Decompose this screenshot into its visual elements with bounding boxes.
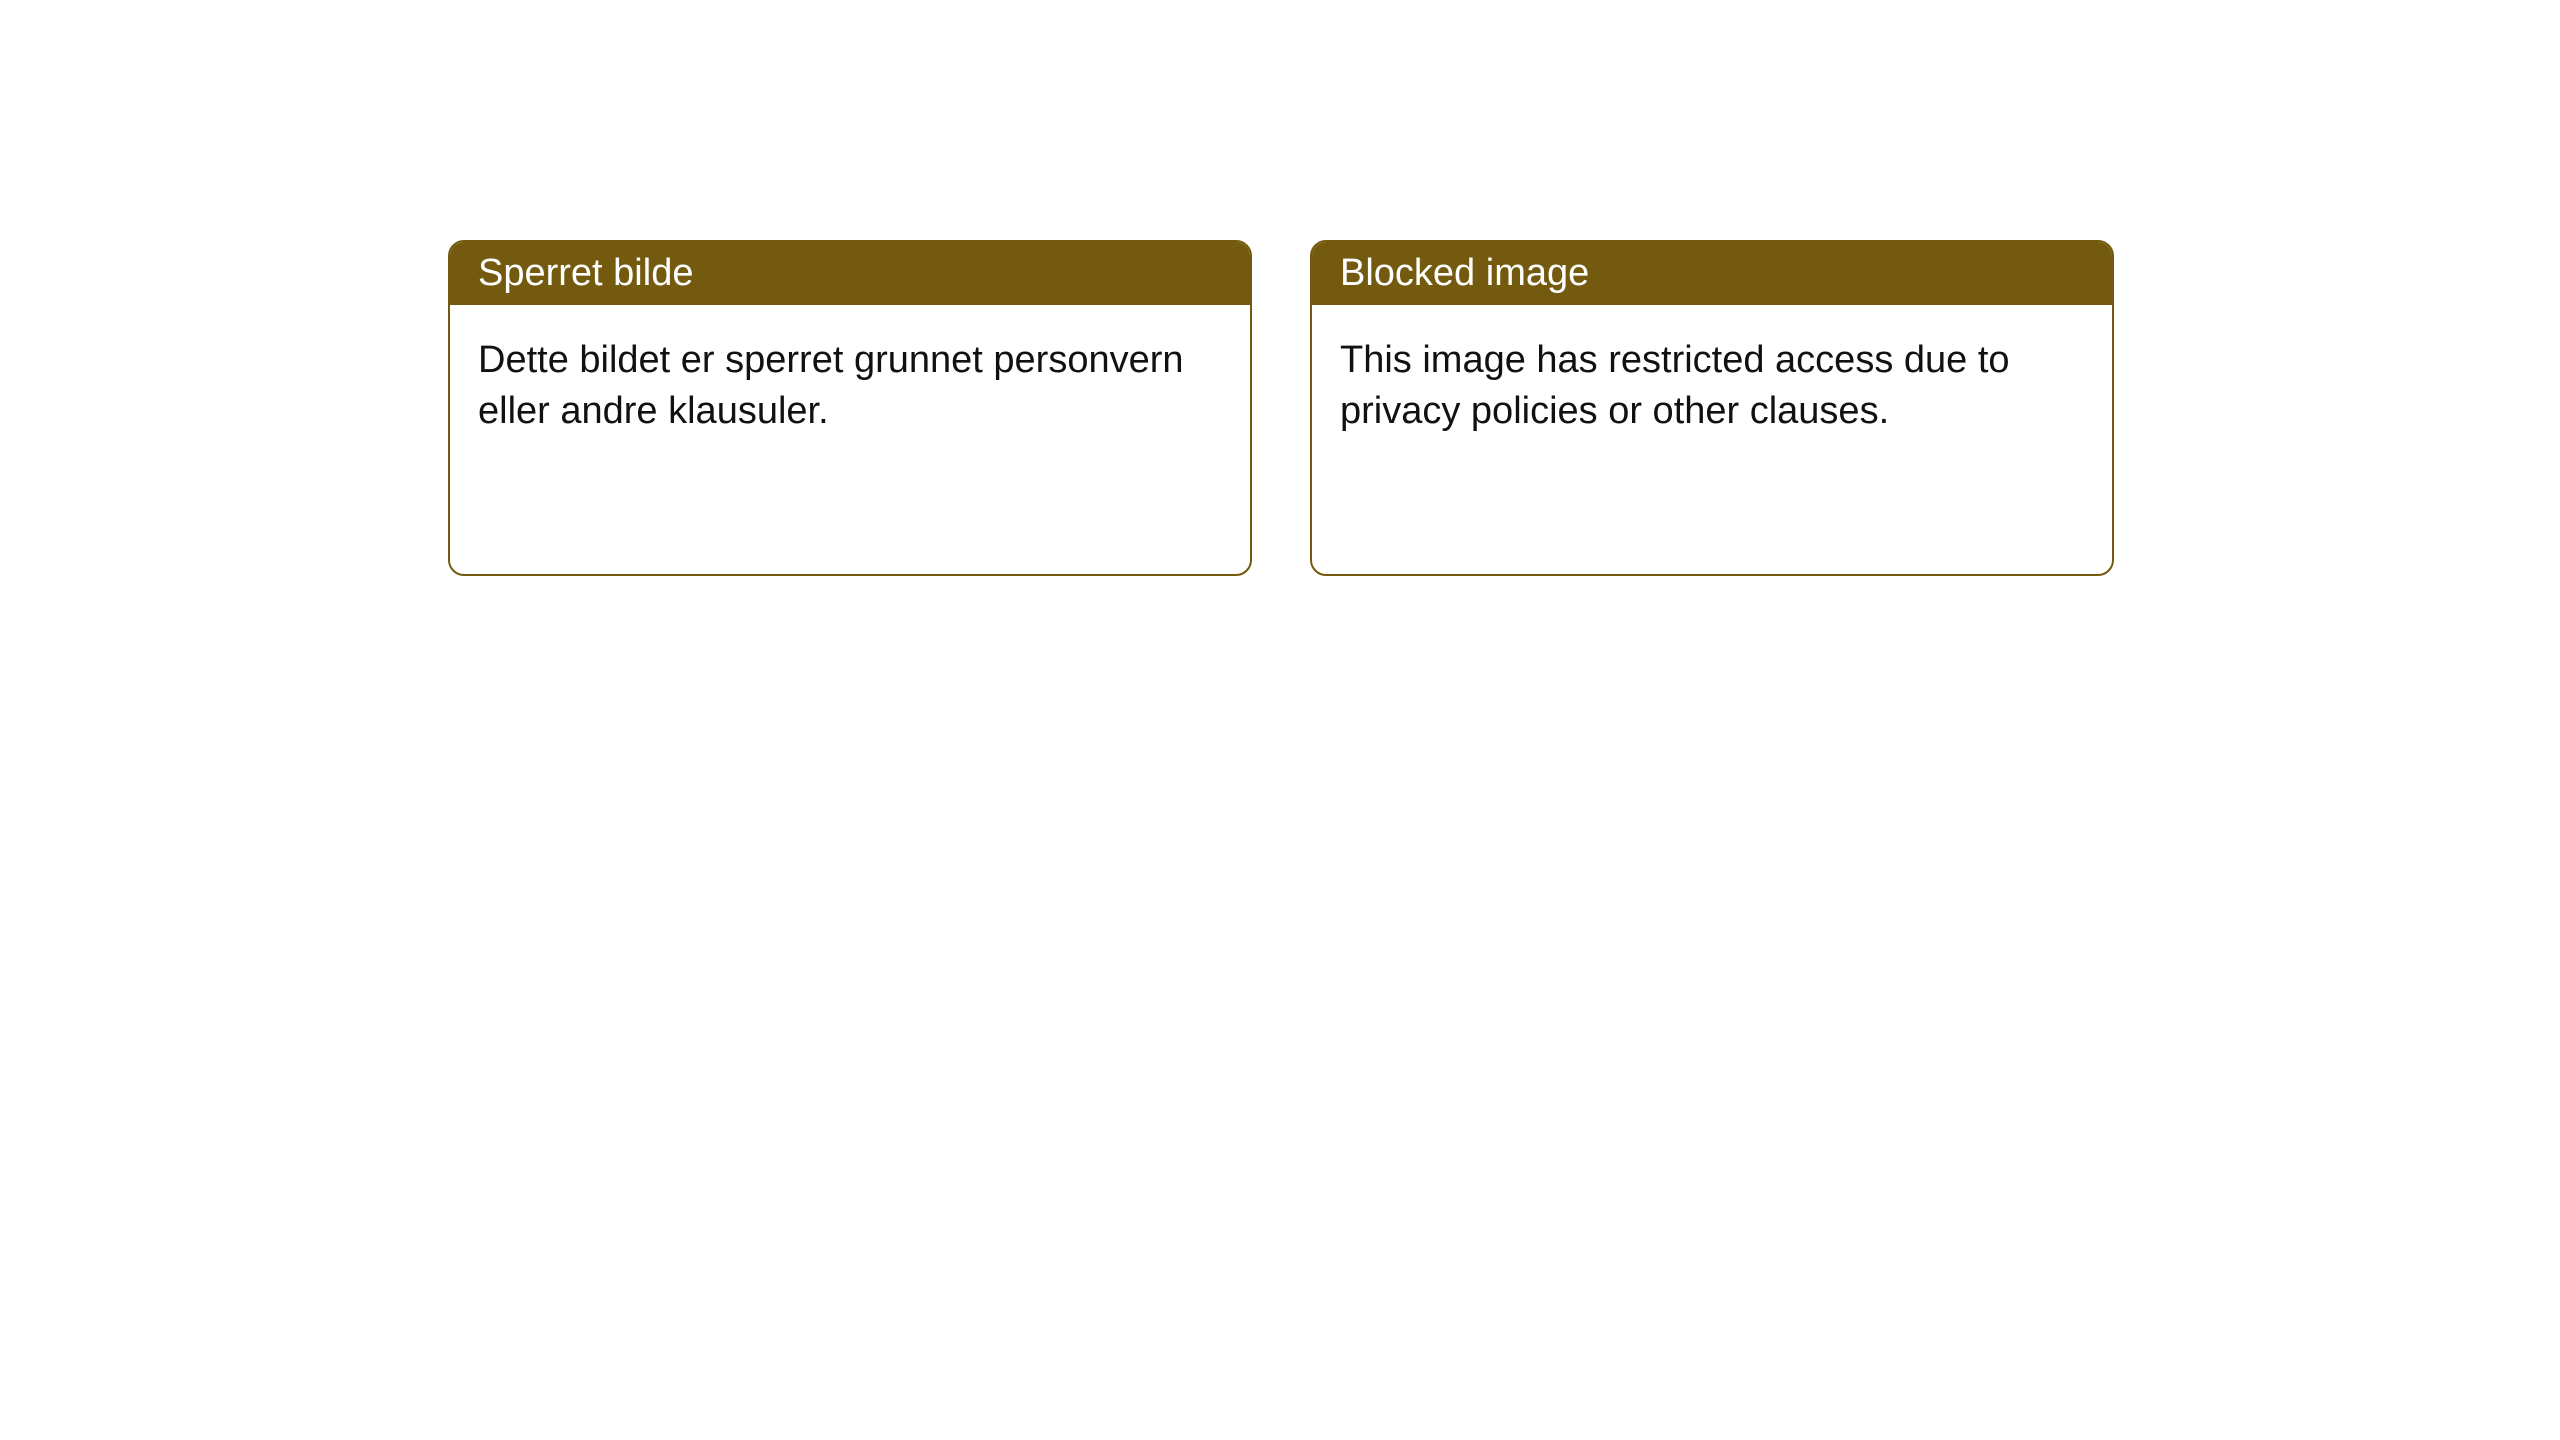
card-title-english: Blocked image [1340,252,1589,294]
card-header-norwegian: Sperret bilde [450,242,1250,305]
blocked-image-card-norwegian: Sperret bilde Dette bildet er sperret gr… [448,240,1252,576]
blocked-image-card-english: Blocked image This image has restricted … [1310,240,2114,576]
card-body-english: This image has restricted access due to … [1312,305,2112,468]
card-body-norwegian: Dette bildet er sperret grunnet personve… [450,305,1250,468]
card-header-english: Blocked image [1312,242,2112,305]
notice-container: Sperret bilde Dette bildet er sperret gr… [0,0,2560,576]
card-title-norwegian: Sperret bilde [478,252,693,294]
card-message-english: This image has restricted access due to … [1340,339,2010,432]
card-message-norwegian: Dette bildet er sperret grunnet personve… [478,339,1184,432]
